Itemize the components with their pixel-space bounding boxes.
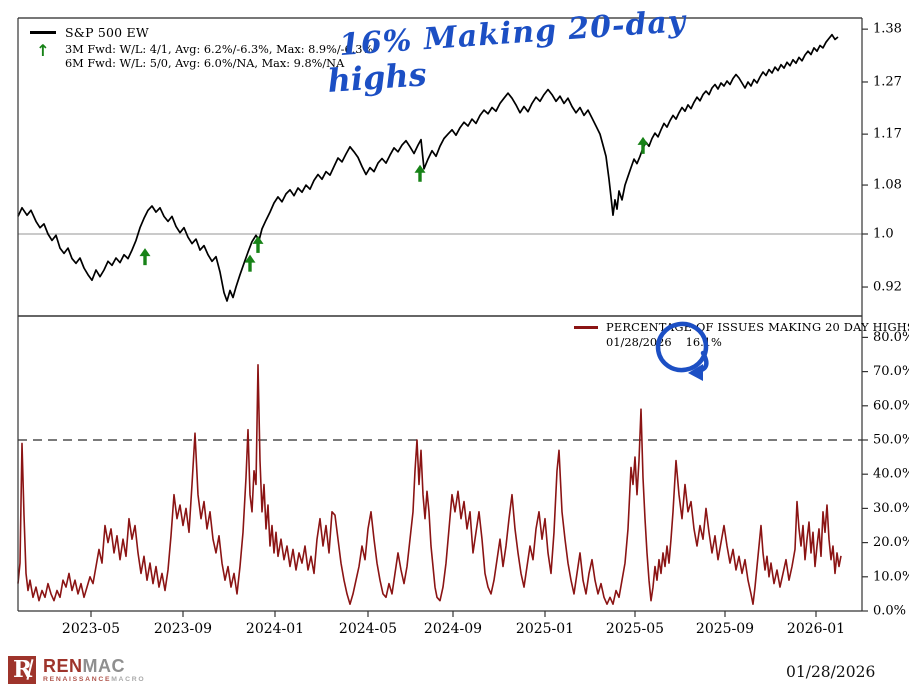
green-up-arrow <box>244 254 256 263</box>
renmac-logo-mark: R <box>8 656 36 684</box>
x-axis-label: 2023-05 <box>62 621 120 637</box>
y-axis-top-label: 0.92 <box>873 280 902 295</box>
pct-highs-legend-label: PERCENTAGE OF ISSUES MAKING 20 DAY HIGHS <box>606 320 909 334</box>
legend-stat-line-6m: 6M Fwd: W/L: 5/0, Avg: 6.0%/NA, Max: 9.8… <box>65 56 345 70</box>
green-up-arrow-stem <box>256 242 260 253</box>
y-axis-bottom-label: 40.0% <box>873 467 909 482</box>
x-axis-label: 2024-01 <box>246 621 304 637</box>
legend-last-value: 16.1% <box>685 334 722 349</box>
y-axis-bottom-label: 30.0% <box>873 501 909 516</box>
x-axis-label: 2026-01 <box>787 621 845 637</box>
chart-area: 1.38 1.27 1.17 1.08 1.0 0.92 80.0% 70.0% 60.0% 50… <box>17 17 909 637</box>
x-axis-label: 2025-09 <box>696 621 754 637</box>
legend-date: 01/28/2026 <box>606 334 672 349</box>
x-axis-label: 2025-05 <box>606 621 664 637</box>
footer-date: 01/28/2026 <box>786 663 876 681</box>
sp500-ew-line <box>17 33 839 302</box>
legend-bottom: PERCENTAGE OF ISSUES MAKING 20 DAY HIGHS… <box>574 320 909 349</box>
x-axis-label: 2023-09 <box>154 621 212 637</box>
pct-20day-highs-line <box>17 363 842 606</box>
y-axis-top-label: 1.17 <box>873 127 902 142</box>
y-axis-bottom-label: 20.0% <box>873 535 909 550</box>
legend-stat-line-3m: 3M Fwd: W/L: 4/1, Avg: 6.2%/-6.3%, Max: … <box>65 43 374 56</box>
green-up-arrow-stem <box>418 171 422 182</box>
green-up-arrow <box>637 136 649 145</box>
green-up-arrow-stem <box>641 143 645 154</box>
x-axis-label: 2024-09 <box>424 621 482 637</box>
y-axis-bottom-label: 80.0% <box>873 330 909 345</box>
logo-text-ren: REN <box>43 655 83 676</box>
y-axis-bottom-label: 50.0% <box>873 433 909 448</box>
green-up-arrow-stem <box>143 255 147 266</box>
x-axis-label: 2024-05 <box>339 621 397 637</box>
green-up-arrow <box>414 164 426 173</box>
green-up-arrow <box>139 248 151 257</box>
green-up-arrow-stem <box>248 261 252 272</box>
legend-top: S&P 500 EW ↑ 3M Fwd: W/L: 4/1, Avg: 6.2%… <box>30 25 373 70</box>
logo-text-mac: MAC <box>82 655 126 676</box>
y-axis-bottom-label: 10.0% <box>873 569 909 584</box>
y-axis-bottom-label: 60.0% <box>873 398 909 413</box>
y-axis-top-label: 1.38 <box>873 22 902 37</box>
chart-svg: 1.38 1.27 1.17 1.08 1.0 0.92 80.0% 70.0% 60.0% 50… <box>17 17 909 637</box>
pct-highs-line-swatch <box>574 326 598 329</box>
y-axis-top-label: 1.27 <box>873 74 902 89</box>
y-axis-top-label: 1.08 <box>873 178 902 193</box>
sp500-line-swatch <box>30 31 56 34</box>
logo-subtext-renaissance: RENAISSANCE <box>43 675 112 683</box>
y-axis-bottom-label: 0.0% <box>873 604 906 619</box>
buy-signal-arrow-icon: ↑ <box>36 41 50 60</box>
y-axis-bottom-label: 70.0% <box>873 364 909 379</box>
renmac-logo: R RENMAC RENAISSANCEMACRO <box>8 656 145 684</box>
x-axis-label: 2025-01 <box>516 621 574 637</box>
logo-subtext-macro: MACRO <box>111 675 146 683</box>
y-axis-top-label: 1.0 <box>873 227 894 242</box>
sp500-legend-label: S&P 500 EW <box>65 25 149 40</box>
green-up-arrow <box>252 235 264 244</box>
